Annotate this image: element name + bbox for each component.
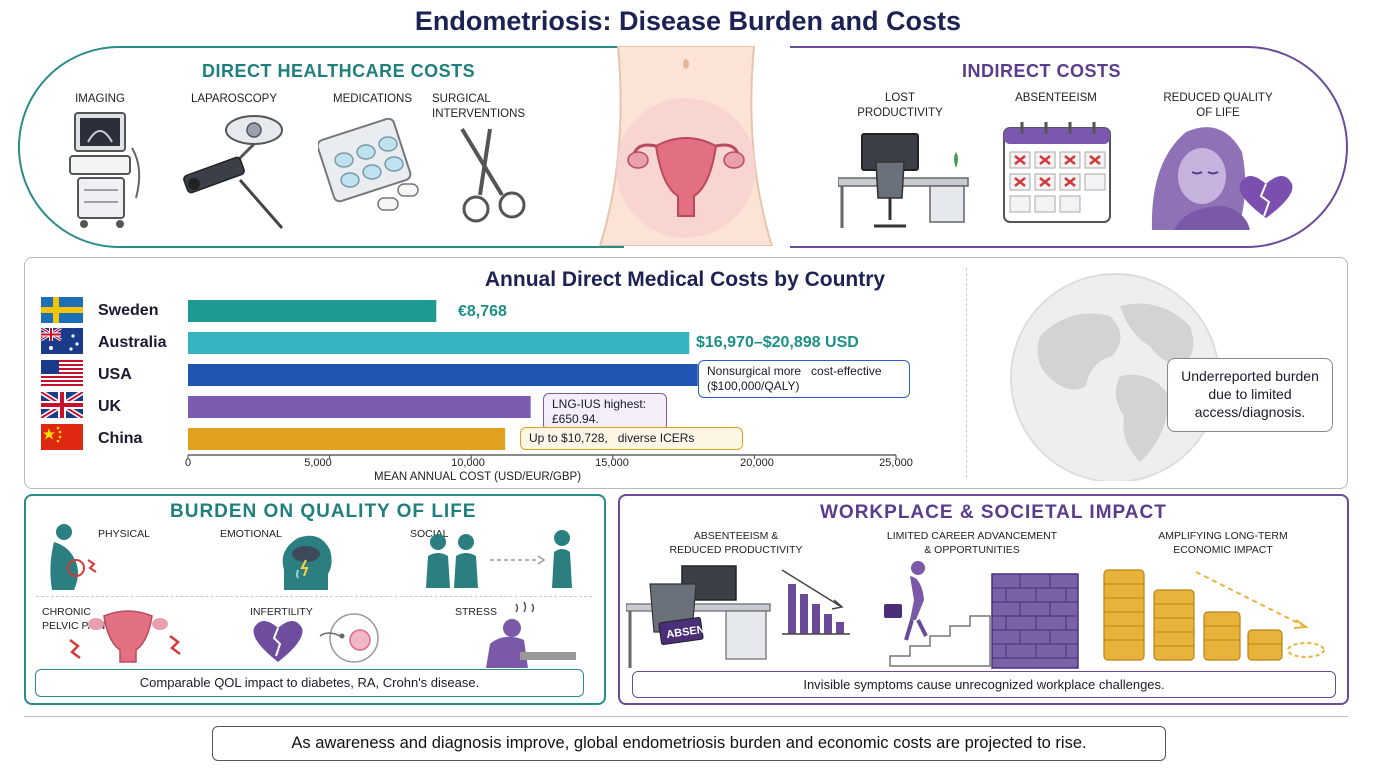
panel-divider <box>966 268 967 478</box>
pill-blister-icon <box>318 118 419 211</box>
callout-china: Up to $10,728, diverse ICERs <box>520 427 743 450</box>
workplace-note: Invisible symptoms cause unrecognized wo… <box>632 671 1336 698</box>
ultrasound-machine-icon <box>69 112 141 228</box>
china-flag-icon <box>41 424 83 450</box>
career-advancement-label: LIMITED CAREER ADVANCEMENT & OPPORTUNITI… <box>882 530 1062 557</box>
australia-flag-icon <box>41 328 83 354</box>
career-line2: & OPPORTUNITIES <box>924 543 1020 556</box>
emotional-label: EMOTIONAL <box>220 528 282 540</box>
x-tick-label: 10,000 <box>451 457 485 469</box>
country-label-uk: UK <box>98 398 122 415</box>
x-tick-label: 15,000 <box>595 457 629 469</box>
value-label-sweden: €8,768 <box>458 303 507 320</box>
world-globe-icon <box>1010 273 1220 481</box>
bar-australia <box>188 332 690 354</box>
surgical-scissors-icon <box>460 127 526 223</box>
uterus-pain-icon <box>69 610 181 663</box>
imaging-label: IMAGING <box>75 93 125 105</box>
globe-note-line1: Underreported burden <box>1181 368 1319 384</box>
career-line1: LIMITED CAREER ADVANCEMENT <box>886 530 1058 542</box>
page-title: Endometriosis: Disease Burden and Costs <box>414 6 962 36</box>
annual-costs-panel <box>24 257 1348 489</box>
economic-line2: ECONOMIC IMPACT <box>1173 543 1273 556</box>
stress-label: STRESS <box>455 606 498 618</box>
physical-label: PHYSICAL <box>98 528 150 540</box>
reduced-qol-label: REDUCED QUALITY OF LIFE <box>1163 92 1273 119</box>
callout-uk-line2: £650.94. <box>552 412 599 426</box>
country-label-sweden: Sweden <box>98 302 159 319</box>
value-label-australia: $16,970–$20,898 USD <box>696 334 859 351</box>
country-label-australia: Australia <box>98 334 167 351</box>
economic-line1: AMPLIFYING LONG-TERM <box>1158 530 1288 542</box>
female-torso-uterus-icon <box>598 46 774 246</box>
stressed-person-icon <box>486 601 576 668</box>
lost-productivity-label: LOST PRODUCTIVITY <box>857 92 943 119</box>
absent-desk-chart-icon: ABSENT <box>626 565 850 668</box>
calendar-icon <box>1003 122 1111 223</box>
callout-usa-line2: ($100,000/QALY) <box>707 379 800 393</box>
bar-usa <box>188 364 698 386</box>
globe-note-line3: access/diagnosis. <box>1194 404 1306 421</box>
underreported-burden-note: Underreported burden due to limited acce… <box>1167 358 1333 432</box>
callout-usa: Nonsurgical more cost-effective ($100,00… <box>698 360 910 398</box>
x-axis-title: MEAN ANNUAL COST (USD/EUR/GBP) <box>374 471 582 483</box>
cost-types-capsule <box>18 46 1348 248</box>
x-tick-label: 5,000 <box>304 457 332 469</box>
chronic-pelvic-pain-line1: CHRONIC <box>42 606 91 618</box>
usa-flag-icon <box>41 360 83 386</box>
chart-title: Annual Direct Medical Costs by Country <box>484 268 886 291</box>
qol-divider <box>36 596 592 597</box>
workplace-heading: WORKPLACE & SOCIETAL IMPACT <box>820 502 1167 523</box>
economic-impact-label: AMPLIFYING LONG-TERM ECONOMIC IMPACT <box>1148 530 1298 557</box>
absenteeism-productivity-label: ABSENTEEISM & REDUCED PRODUCTIVITY <box>666 530 806 557</box>
footer-divider <box>24 716 1348 717</box>
x-tick-label: 0 <box>184 457 192 469</box>
isolated-person-icon <box>426 530 572 588</box>
head-storm-cloud-icon <box>282 535 332 590</box>
direct-costs-heading: DIRECT HEALTHCARE COSTS <box>202 61 476 81</box>
x-tick-label: 20,000 <box>740 457 774 469</box>
callout-usa-line1: Nonsurgical more cost-effective <box>707 364 882 378</box>
coin-stacks-icon <box>1103 569 1325 661</box>
globe-note-line2: due to limited <box>1208 386 1292 403</box>
country-label-usa: USA <box>98 366 132 383</box>
sad-woman-broken-heart-icon <box>1151 127 1293 230</box>
sweden-flag-icon <box>41 297 83 323</box>
medications-label: MEDICATIONS <box>332 93 412 105</box>
indirect-costs-heading: INDIRECT COSTS <box>962 61 1122 81</box>
qol-comparison-note: Comparable QOL impact to diabetes, RA, C… <box>35 669 584 697</box>
pregnant-woman-pain-icon <box>50 524 97 590</box>
broken-heart-sperm-icon <box>253 613 379 663</box>
laparoscope-icon <box>183 115 284 229</box>
uk-flag-icon <box>41 392 83 418</box>
empty-desk-icon <box>838 133 969 228</box>
country-label-china: China <box>98 430 143 447</box>
qol-heading: BURDEN ON QUALITY OF LIFE <box>170 501 477 522</box>
absenteeism-label: ABSENTEEISM <box>1015 92 1097 104</box>
absenteeism-line2: REDUCED PRODUCTIVITY <box>669 543 803 556</box>
direct-costs-frame <box>18 46 624 248</box>
indirect-costs-frame <box>790 46 1348 248</box>
callout-uk-line1: LNG-IUS highest: <box>552 397 647 411</box>
bar-uk <box>188 396 531 418</box>
bar-china <box>188 428 506 450</box>
quality-of-life-panel <box>24 494 606 705</box>
stairs-brick-wall-icon <box>884 561 1079 669</box>
bar-sweden <box>188 300 437 322</box>
laparoscopy-label: LAPAROSCOPY <box>190 93 278 105</box>
workplace-impact-panel <box>618 494 1349 705</box>
callout-uk: LNG-IUS highest: £650.94. <box>543 393 667 431</box>
absenteeism-line1: ABSENTEEISM & <box>693 530 779 542</box>
x-tick-label: 25,000 <box>879 457 913 469</box>
footer-projection-note: As awareness and diagnosis improve, glob… <box>212 726 1166 761</box>
infertility-label: INFERTILITY <box>250 606 313 618</box>
surgical-label: SURGICAL INTERVENTIONS <box>432 93 526 120</box>
